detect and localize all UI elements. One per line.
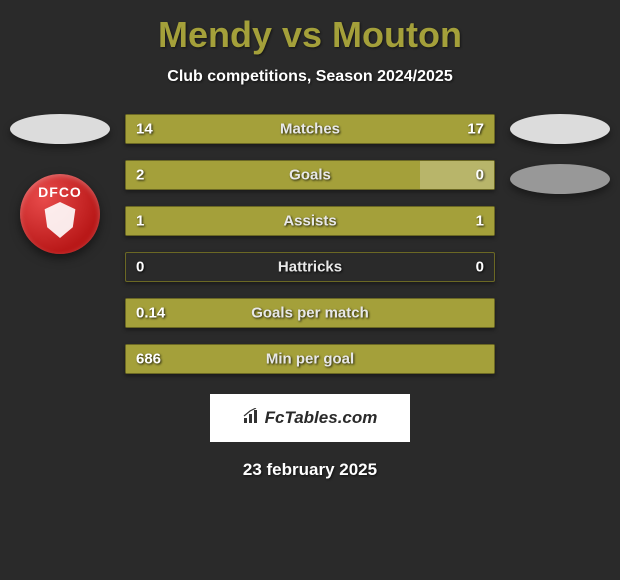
footer-date: 23 february 2025 bbox=[243, 460, 377, 480]
subtitle: Club competitions, Season 2024/2025 bbox=[167, 68, 452, 86]
badge-shield-icon bbox=[44, 202, 76, 238]
page-title: Mendy vs Mouton bbox=[158, 14, 462, 56]
club-right-oval bbox=[510, 164, 610, 194]
stat-row-hattricks: 0 Hattricks 0 bbox=[125, 252, 495, 282]
stat-label: Goals bbox=[289, 167, 331, 184]
compare-area: DFCO 14 Matches 17 2 Goals 0 1 Assists 1 0 Hattric… bbox=[0, 114, 620, 374]
badge-text: DFCO bbox=[38, 184, 82, 200]
stat-value-left: 1 bbox=[136, 213, 144, 230]
stat-value-left: 0 bbox=[136, 259, 144, 276]
stat-value-left: 686 bbox=[136, 351, 161, 368]
bar-fill-right bbox=[310, 207, 494, 235]
stat-bars: 14 Matches 17 2 Goals 0 1 Assists 1 0 Hattricks 0 0.… bbox=[125, 114, 495, 374]
stat-label: Min per goal bbox=[266, 351, 354, 368]
chart-icon bbox=[243, 408, 261, 429]
stat-value-right: 0 bbox=[476, 259, 484, 276]
stat-label: Goals per match bbox=[251, 305, 369, 322]
stat-value-left: 0.14 bbox=[136, 305, 165, 322]
stat-label: Hattricks bbox=[278, 259, 342, 276]
stat-label: Matches bbox=[280, 121, 340, 138]
stat-row-goals: 2 Goals 0 bbox=[125, 160, 495, 190]
footer-logo-text: FcTables.com bbox=[265, 408, 378, 428]
player-right-oval bbox=[510, 114, 610, 144]
container: Mendy vs Mouton Club competitions, Seaso… bbox=[0, 0, 620, 480]
stat-row-min-per-goal: 686 Min per goal bbox=[125, 344, 495, 374]
stat-row-goals-per-match: 0.14 Goals per match bbox=[125, 298, 495, 328]
stat-value-left: 14 bbox=[136, 121, 153, 138]
stat-label: Assists bbox=[283, 213, 336, 230]
player-left-oval bbox=[10, 114, 110, 144]
stat-row-matches: 14 Matches 17 bbox=[125, 114, 495, 144]
stat-row-assists: 1 Assists 1 bbox=[125, 206, 495, 236]
stat-value-right: 17 bbox=[467, 121, 484, 138]
stat-value-left: 2 bbox=[136, 167, 144, 184]
footer-logo: FcTables.com bbox=[210, 394, 410, 442]
stat-value-right: 0 bbox=[476, 167, 484, 184]
stat-value-right: 1 bbox=[476, 213, 484, 230]
club-left-badge: DFCO bbox=[20, 174, 100, 254]
